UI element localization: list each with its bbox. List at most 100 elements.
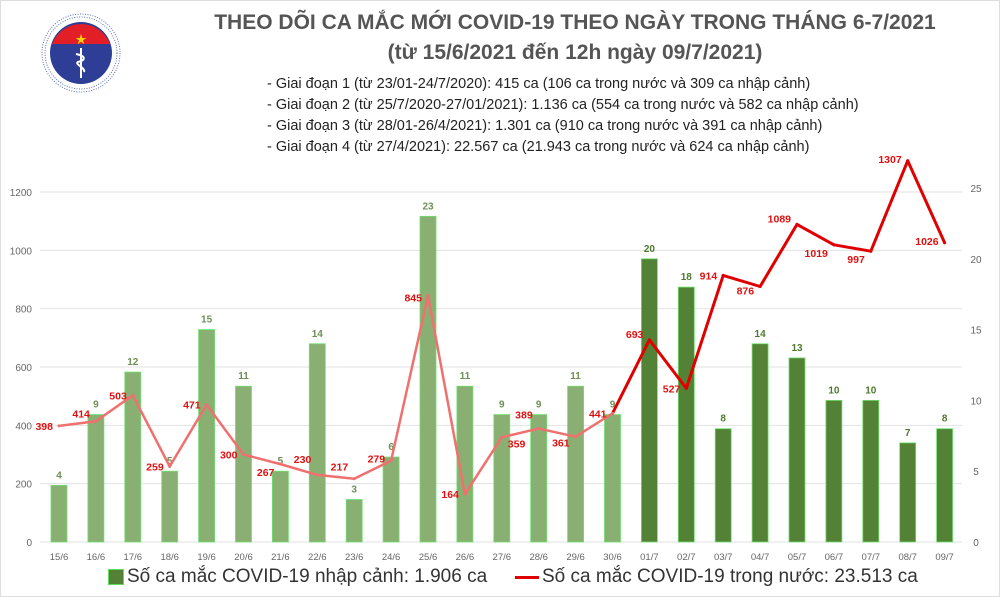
x-tick-label: 22/6 [308, 552, 327, 563]
bar [899, 442, 917, 543]
line-segment [795, 222, 836, 247]
x-tick-label: 25/6 [419, 552, 438, 563]
line-data-label: 359 [508, 438, 526, 450]
phase-note: - Giai đoạn 3 (từ 28/01-26/4/2021): 1.30… [267, 118, 823, 134]
bar-data-label: 12 [127, 357, 139, 368]
line-point [205, 403, 209, 407]
phase-note: - Giai đoạn 1 (từ 23/01-24/7/2020): 415 … [267, 76, 811, 92]
bar-data-label: 11 [238, 371, 249, 382]
line-point [463, 492, 467, 496]
bar-data-label: 13 [791, 343, 803, 354]
line-data-label: 267 [257, 467, 275, 479]
legend-swatch-bar [108, 569, 124, 585]
bar-data-label: 11 [570, 371, 581, 382]
x-tick-label: 16/6 [87, 552, 106, 563]
line-point [537, 427, 541, 431]
line-data-label: 876 [737, 286, 755, 298]
bar [235, 385, 252, 543]
bar-data-label: 3 [351, 485, 357, 496]
line-point [500, 435, 504, 439]
x-tick-label: 01/7 [640, 552, 659, 563]
line-point [242, 453, 245, 456]
x-tick-label: 17/6 [124, 552, 143, 563]
x-tick-label: 09/7 [935, 552, 954, 563]
x-tick-label: 18/6 [160, 552, 179, 563]
line-point [943, 241, 947, 245]
line-segment [500, 427, 540, 439]
line-data-label: 693 [626, 329, 644, 341]
y-right-tick-label: 25 [970, 184, 982, 195]
line-point [131, 393, 135, 397]
line-data-label: 1026 [915, 236, 939, 248]
x-tick-label: 23/6 [345, 552, 364, 563]
line-data-label: 1019 [805, 248, 829, 260]
bar [493, 414, 511, 543]
x-tick-label: 15/6 [50, 552, 69, 563]
x-tick-label: 08/7 [898, 552, 917, 563]
line-segment [463, 436, 504, 496]
bar [567, 385, 584, 543]
y-right-tick-label: 10 [970, 396, 982, 407]
y-left-tick-label: 400 [15, 421, 32, 432]
bar-data-label: 6 [388, 442, 394, 453]
bar [714, 428, 732, 543]
line-segment [279, 462, 319, 477]
line-data-label: 361 [552, 438, 570, 450]
line-data-label: 997 [847, 254, 865, 266]
line-point [426, 294, 430, 298]
legend: Số ca mắc COVID-19 nhập cảnh: 1.906 ca S… [0, 566, 1000, 594]
x-tick-label: 19/6 [197, 552, 216, 563]
x-tick-label: 27/6 [493, 552, 512, 563]
bar-data-label: 18 [681, 272, 693, 283]
line-segment [205, 403, 245, 456]
bar-data-label: 15 [201, 315, 213, 326]
x-tick-label: 28/6 [529, 552, 548, 563]
bar-data-label: 7 [905, 428, 911, 439]
bar-data-label: 5 [167, 456, 173, 467]
bar-data-label: 14 [312, 329, 324, 340]
phase-note: - Giai đoạn 4 (từ 27/4/2021): 22.567 ca … [267, 139, 810, 155]
bar [50, 484, 68, 543]
bar-data-label: 10 [865, 385, 877, 396]
ministry-of-health-logo [41, 13, 121, 93]
bar [124, 371, 142, 543]
line-data-label: 441 [589, 408, 607, 420]
y-right-tick-label: 5 [973, 467, 979, 478]
y-right-tick-label: 0 [973, 538, 979, 549]
x-tick-label: 20/6 [234, 552, 253, 563]
line-segment [352, 459, 393, 480]
bar-data-label: 14 [755, 329, 767, 340]
line-segment [242, 453, 282, 466]
line-data-label: 527 [663, 383, 681, 395]
line-data-label: 217 [331, 462, 349, 474]
y-left-tick-label: 800 [15, 305, 32, 316]
line-segment [131, 394, 171, 468]
line-segment [168, 403, 208, 468]
bar [198, 329, 216, 543]
x-tick-label: 05/7 [788, 552, 807, 563]
legend-item-domestic: Số ca mắc COVID-19 trong nước: 23.513 ca [515, 566, 918, 588]
combo-chart: 0 200 400 600 800 1000 1200 0 5 10 15 20 25 15/6 4 16/6… [10, 154, 982, 563]
line-segment [426, 294, 467, 496]
bar [604, 414, 621, 543]
line-segment [832, 243, 873, 253]
y-left-tick-label: 1200 [10, 188, 33, 199]
line-point [906, 159, 910, 163]
line-segment [869, 159, 910, 253]
line-data-label: 471 [183, 400, 201, 412]
line-point [168, 464, 172, 468]
line-point [832, 243, 836, 247]
x-tick-label: 07/7 [862, 552, 881, 563]
bar [419, 215, 437, 543]
bar-data-label: 9 [499, 400, 505, 411]
line-data-label: 300 [220, 450, 238, 462]
line-segment [94, 394, 135, 423]
phase-notes: - Giai đoạn 1 (từ 23/01-24/7/2020): 415 … [267, 74, 859, 158]
line-data-label: 845 [404, 293, 422, 305]
line-data-label: 1307 [878, 154, 902, 166]
line-segment [611, 338, 651, 415]
legend-label: Số ca mắc COVID-19 nhập cảnh: 1.906 ca [127, 566, 488, 587]
line-point [352, 477, 356, 481]
chart-title: THEO DÕI CA MẮC MỚI COVID-19 THEO NGÀY T… [214, 11, 936, 34]
x-tick-label: 29/6 [566, 552, 585, 563]
